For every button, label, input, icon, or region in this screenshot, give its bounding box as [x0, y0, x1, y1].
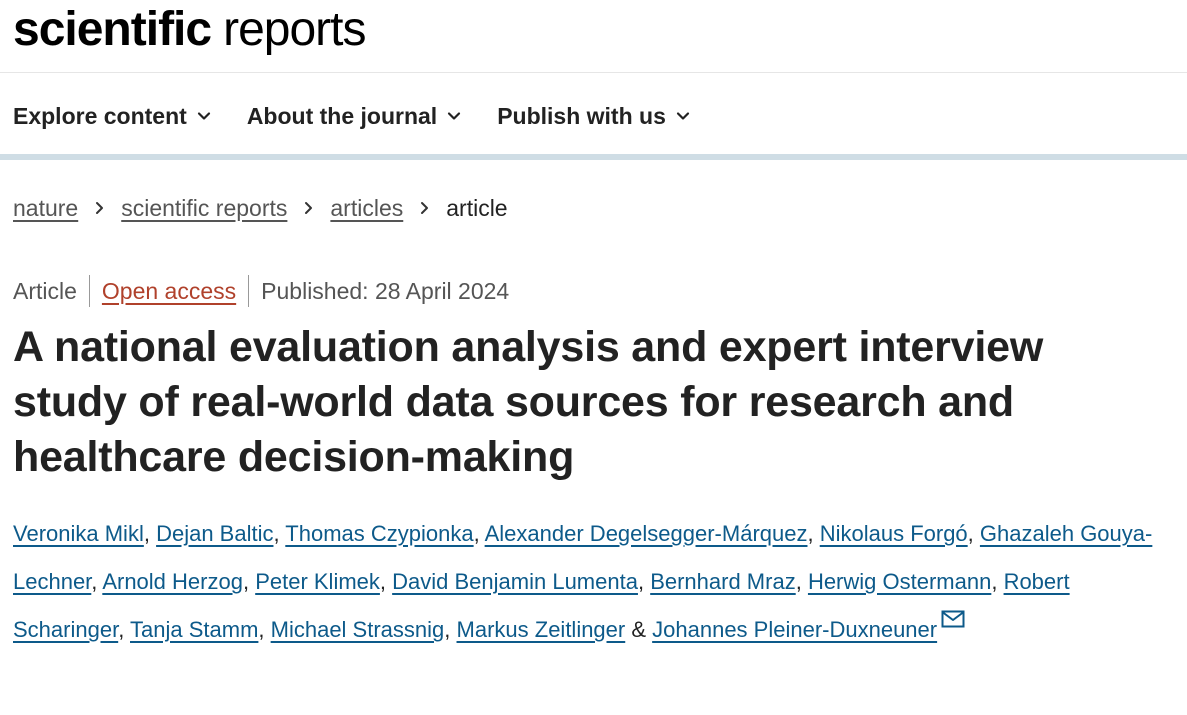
- author-separator: ,: [637, 569, 651, 594]
- author-link[interactable]: Thomas Czypionka: [285, 521, 474, 546]
- author-separator: ,: [795, 569, 808, 594]
- meta-divider: [248, 275, 250, 307]
- logo-bold-text: scientific: [13, 3, 212, 56]
- article-type: Article: [13, 277, 77, 304]
- nav-explore-content[interactable]: Explore content: [13, 103, 211, 130]
- chevron-down-icon: [197, 112, 210, 120]
- author-link[interactable]: David Benjamin Lumenta: [392, 569, 638, 594]
- nav-about-journal[interactable]: About the journal: [247, 103, 461, 130]
- chevron-down-icon: [448, 112, 461, 120]
- mail-icon[interactable]: [941, 610, 965, 628]
- author-separator: ,: [143, 521, 157, 546]
- chevron-right-icon: [96, 202, 104, 214]
- main-nav: Explore content About the journal Publis…: [13, 96, 690, 136]
- chevron-right-icon: [421, 202, 429, 214]
- author-ampersand: &: [625, 617, 653, 642]
- author-separator: ,: [444, 617, 457, 642]
- author-separator: ,: [273, 521, 286, 546]
- nav-label: Publish with us: [497, 102, 666, 129]
- author-separator: ,: [473, 521, 485, 546]
- breadcrumb: nature scientific reports articles artic…: [13, 192, 508, 224]
- open-access-link[interactable]: Open access: [101, 277, 237, 304]
- author-link[interactable]: Ghazaleh Gouya-Lechner: [13, 521, 1153, 594]
- breadcrumb-nature[interactable]: nature: [13, 194, 79, 221]
- author-link[interactable]: Nikolaus Forgó: [819, 521, 968, 546]
- author-link[interactable]: Peter Klimek: [255, 569, 380, 594]
- site-logo[interactable]: scientific reports: [13, 2, 366, 62]
- author-link[interactable]: Tanja Stamm: [130, 617, 259, 642]
- author-link[interactable]: Arnold Herzog: [102, 569, 243, 594]
- header-divider: [0, 72, 1187, 73]
- nav-publish-with-us[interactable]: Publish with us: [497, 103, 690, 130]
- nav-label: Explore content: [13, 102, 187, 129]
- nav-label: About the journal: [246, 102, 438, 129]
- author-separator: ,: [118, 617, 131, 642]
- author-link[interactable]: Robert Scharinger: [13, 569, 1070, 642]
- author-list: Veronika Mikl, Dejan Baltic, Thomas Czyp…: [13, 510, 1163, 654]
- article-title: A national evaluation analysis and exper…: [13, 323, 1044, 481]
- breadcrumb-articles[interactable]: articles: [330, 194, 404, 221]
- chevron-right-icon: [305, 202, 313, 214]
- author-link[interactable]: Bernhard Mraz: [650, 569, 796, 594]
- breadcrumb-current: article: [446, 194, 508, 221]
- article-meta: Article Open access Published: 28 April …: [13, 275, 509, 307]
- chevron-down-icon: [676, 112, 689, 120]
- logo-light-text: reports: [223, 3, 366, 56]
- author-separator: ,: [991, 569, 1004, 594]
- author-link[interactable]: Herwig Ostermann: [807, 569, 992, 594]
- author-link[interactable]: Alexander Degelsegger-Márquez: [484, 521, 808, 546]
- author-link[interactable]: Johannes Pleiner-Duxneuner: [652, 617, 938, 642]
- breadcrumb-scientific-reports[interactable]: scientific reports: [121, 194, 288, 221]
- nav-bottom-bar: [0, 154, 1187, 160]
- meta-divider: [88, 275, 90, 307]
- author-link[interactable]: Michael Strassnig: [270, 617, 445, 642]
- author-link[interactable]: Markus Zeitlinger: [456, 617, 626, 642]
- author-link[interactable]: Veronika Mikl: [13, 521, 144, 546]
- author-separator: ,: [379, 569, 393, 594]
- author-separator: ,: [91, 569, 103, 594]
- published-date: Published: 28 April 2024: [261, 277, 510, 304]
- author-separator: ,: [967, 521, 980, 546]
- author-separator: ,: [242, 569, 256, 594]
- author-separator: ,: [807, 521, 820, 546]
- author-link[interactable]: Dejan Baltic: [156, 521, 274, 546]
- author-separator: ,: [258, 617, 271, 642]
